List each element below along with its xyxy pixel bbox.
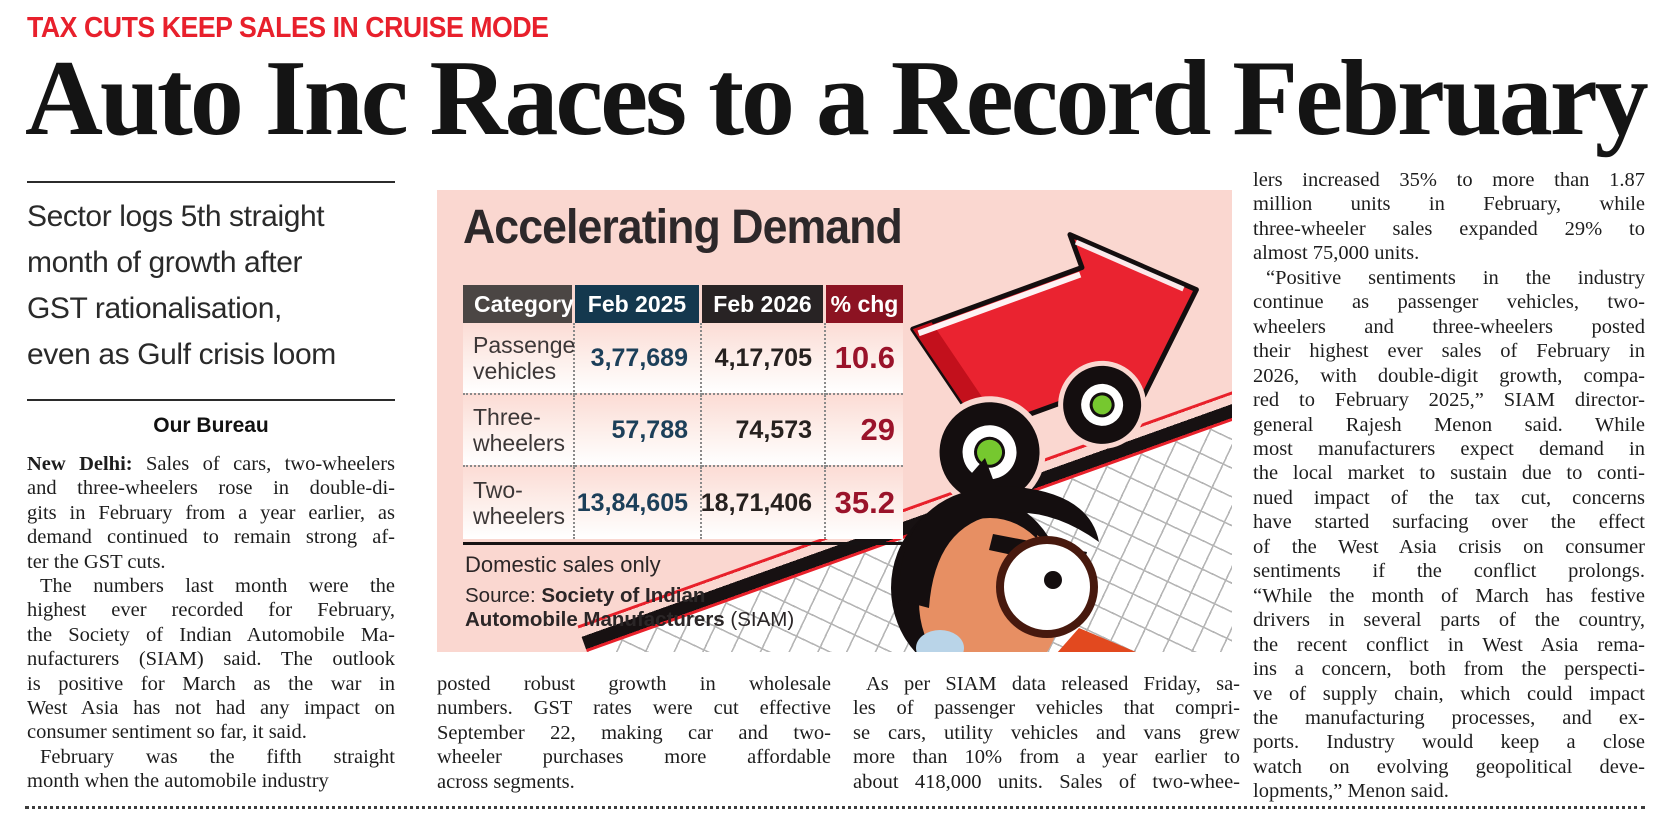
article-column-1: New Delhi: Sales of cars, two-wheelers an… (27, 452, 395, 794)
text-line: February was the fifth straight (40, 745, 395, 768)
byline: Our Bureau (153, 414, 269, 437)
text-line: watch on evolving geopolitical deve- (1253, 755, 1645, 778)
text-line: numbers. GST rates were cut effective (437, 697, 831, 720)
text-line: les of passenger vehicles that compri- (853, 697, 1240, 720)
text-line: The numbers last month were the (40, 575, 395, 598)
text-line: three-wheeler sales expanded 29% to (1253, 217, 1645, 240)
table-cell-feb2025: 3,77,689 (575, 323, 702, 395)
text-line: nufacturers (SIAM) said. The outlook (27, 648, 395, 671)
text-line: almost 75,000 units. (1253, 242, 1420, 265)
subheadline: Sector logs 5th straight month of growth … (27, 194, 395, 378)
table-cell-category: Two- wheelers (463, 467, 575, 539)
infographic-source: Source: Society of Indian Automobile Man… (465, 584, 813, 632)
rear-wheel-icon (933, 396, 1046, 509)
table-cell-feb2025: 13,84,605 (575, 467, 702, 539)
text-line: about 418,000 units. Sales of two-whee- (853, 770, 1240, 793)
kicker: TAX CUTS KEEP SALES IN CRUISE MODE (27, 12, 549, 44)
table-cell-chg: 10.6 (826, 323, 903, 395)
infographic-note: Domestic sales only (465, 552, 661, 577)
text-line: the Society of Indian Automobile Ma- (27, 623, 395, 646)
text-line: ins a concern, both from the perspecti- (1253, 658, 1645, 681)
infographic-box: Accelerating Demand Category Feb 2025 Fe… (437, 190, 1232, 652)
text-line: sentiments if the conflict prolongs. (1253, 560, 1645, 583)
front-wheel-icon (1058, 360, 1147, 449)
text-line: have started surfacing over the effect (1253, 511, 1645, 534)
source-name: Society of Indian Automobile Manufacture… (465, 584, 725, 631)
table-cell-category: Three- wheelers (463, 395, 575, 467)
text-line: drivers in several parts of the country, (1253, 609, 1645, 632)
subhead-top-rule (27, 181, 395, 183)
table-cell-feb2026: 4,17,705 (702, 323, 826, 395)
arrow-car-illustration (910, 232, 1199, 509)
sales-table: Category Feb 2025 Feb 2026 % chg Passeng… (463, 285, 903, 539)
text-line: ter the GST cuts. (27, 550, 166, 573)
column-header-feb-2026: Feb 2026 (702, 285, 823, 323)
text-line: continue as passenger vehicles, two- (1253, 291, 1645, 314)
text-line: the recent conflict in West Asia rema- (1253, 633, 1645, 656)
text-line: West Asia has not had any impact on (27, 697, 395, 720)
text-line: ve of supply chain, which could impact (1253, 682, 1645, 705)
text-line: general Rajesh Menon said. While (1253, 413, 1645, 436)
table-bottom-rule (463, 542, 903, 545)
text-line: se cars, utility vehicles and vans grew (853, 721, 1240, 744)
text-line: highest ever recorded for February, (27, 599, 395, 622)
text-line: and three-wheelers rose in double-di- (27, 477, 395, 500)
text-line: consumer sentiment so far, it said. (27, 721, 307, 744)
text-line: New Delhi: Sales of cars, two-wheelers (27, 453, 396, 475)
text-line: lers increased 35% to more than 1.87 (1253, 169, 1645, 191)
text-line: their highest ever sales of February in (1253, 340, 1645, 363)
column-header-pct-chg: % chg (826, 285, 903, 323)
text-line: gits in February from a year earlier, as (27, 501, 395, 524)
cartoon-face-illustration (891, 458, 1136, 652)
text-line: red to February 2025,” SIAM director- (1253, 389, 1645, 412)
table-cell-chg: 29 (826, 395, 903, 467)
text-line: even as Gulf crisis loom (27, 338, 336, 371)
text-line: million units in February, while (1253, 193, 1645, 216)
text-line: the manufacturing processes, and ex- (1253, 706, 1645, 729)
infographic-illustration (891, 232, 1199, 652)
column-header-feb-2025: Feb 2025 (575, 285, 699, 323)
table-cell-feb2025: 57,788 (575, 395, 702, 467)
table-cell-category: Passenger vehicles (463, 323, 583, 395)
source-label: Source: (465, 584, 542, 607)
text-line: most manufacturers expect demand in (1253, 437, 1645, 460)
article-column-2: posted robust growth in wholesale numbers… (437, 672, 831, 794)
headline: Auto Inc Races to a Record February (25, 39, 1649, 158)
subhead-bottom-rule (27, 399, 395, 401)
text-line: across segments. (437, 770, 575, 793)
text-line: wheelers and three-wheelers posted (1253, 315, 1645, 338)
text-line: month of growth after (27, 246, 303, 279)
text-line: September 22, making car and two- (437, 721, 831, 744)
text-line: the local market to sustain due to conti… (1253, 462, 1645, 485)
text-line: wheeler purchases more affordable (437, 746, 831, 769)
text-line: “Positive sentiments in the industry (1266, 266, 1645, 289)
text-line: demand continued to remain strong af- (27, 526, 395, 549)
text-line: posted robust growth in wholesale (437, 673, 831, 695)
text-line: month when the automobile industry (27, 770, 329, 793)
text-line: lopments,” Menon said. (1253, 780, 1449, 803)
text-line: of the West Asia crisis on consumer (1253, 535, 1645, 558)
table-cell-feb2026: 74,573 (702, 395, 826, 467)
text-line: ports. Industry would keep a close (1253, 731, 1645, 754)
infographic-title: Accelerating Demand (463, 201, 903, 254)
source-suffix: (SIAM) (724, 608, 795, 631)
text-line: 2026, with double-digit growth, compa- (1253, 364, 1645, 387)
article-column-4: lers increased 35% to more than 1.87 mill… (1253, 168, 1645, 804)
text-line: is positive for March as the war in (27, 672, 395, 695)
text-line: more than 10% from a year earlier to (853, 746, 1240, 769)
text-line: GST rationalisation, (27, 292, 282, 325)
text-line: nued impact of the tax cut, concerns (1253, 486, 1645, 509)
text-line: As per SIAM data released Friday, sa- (866, 673, 1240, 695)
table-cell-chg: 35.2 (826, 467, 903, 539)
table-cell-feb2026: 18,71,406 (701, 467, 826, 539)
article-column-3: As per SIAM data released Friday, sa-les… (853, 672, 1240, 794)
text-line: Sector logs 5th straight (27, 200, 325, 233)
column-header-category: Category (463, 285, 574, 323)
text-line: “While the month of March has festive (1253, 584, 1645, 607)
bottom-dotted-rule (25, 806, 1645, 809)
